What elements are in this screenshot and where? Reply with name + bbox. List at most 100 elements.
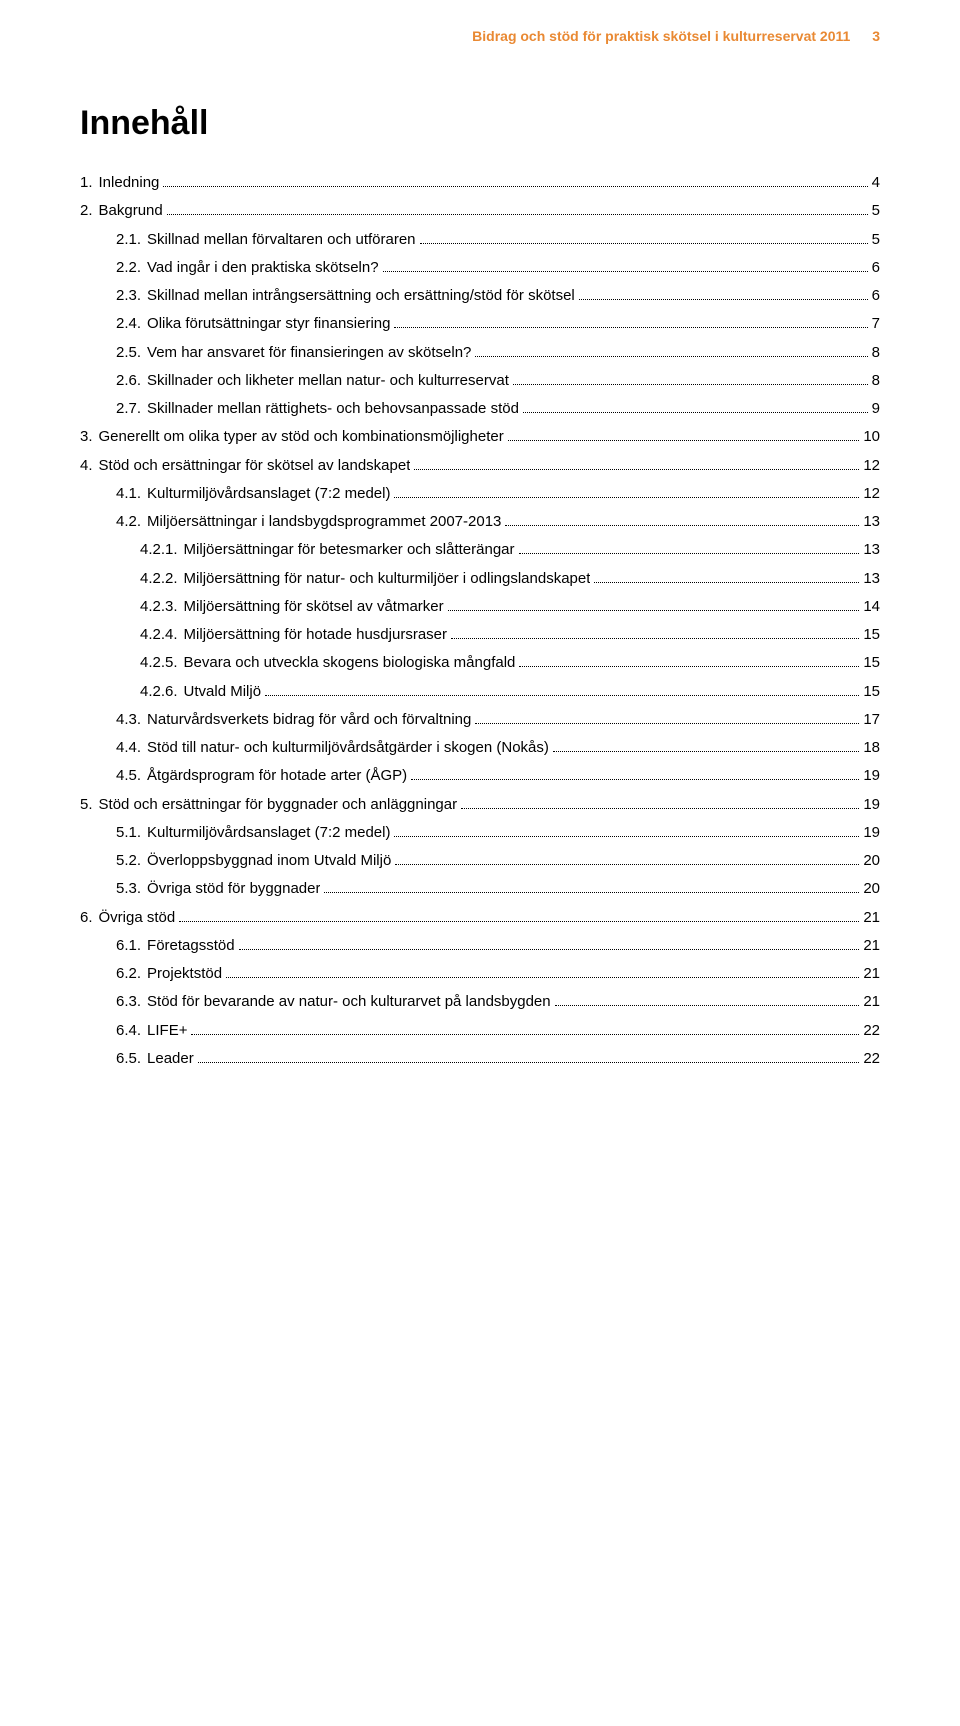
toc-leader-dots [505, 525, 859, 526]
toc-entry[interactable]: 4.5.Åtgärdsprogram för hotade arter (ÅGP… [80, 766, 880, 786]
toc-leader-dots [394, 497, 859, 498]
toc-entry-number: 4.2.2. [140, 569, 178, 589]
toc-entry-number: 2.6. [116, 371, 141, 391]
toc-entry-page: 12 [863, 456, 880, 476]
toc-entry[interactable]: 4.3.Naturvårdsverkets bidrag för vård oc… [80, 710, 880, 730]
toc-entry-number: 2.7. [116, 399, 141, 419]
toc-leader-dots [265, 695, 859, 696]
toc-entry-page: 21 [863, 964, 880, 984]
toc-leader-dots [579, 299, 868, 300]
toc-entry-label: Olika förutsättningar styr finansiering [147, 314, 390, 334]
toc-entry[interactable]: 2.3.Skillnad mellan intrångsersättning o… [80, 286, 880, 306]
running-header-title: Bidrag och stöd för praktisk skötsel i k… [472, 28, 850, 44]
toc-entry-label: Vad ingår i den praktiska skötseln? [147, 258, 379, 278]
toc-entry-label: Leader [147, 1049, 194, 1069]
toc-entry-label: Generellt om olika typer av stöd och kom… [99, 427, 504, 447]
toc-leader-dots [553, 751, 859, 752]
toc-leader-dots [461, 808, 859, 809]
toc-entry-label: Miljöersättning för hotade husdjursraser [184, 625, 447, 645]
toc-entry-page: 6 [872, 258, 880, 278]
toc-entry-number: 4.2.1. [140, 540, 178, 560]
toc-entry[interactable]: 4.4.Stöd till natur- och kulturmiljövård… [80, 738, 880, 758]
toc-entry-page: 13 [863, 540, 880, 560]
toc-entry[interactable]: 2.2.Vad ingår i den praktiska skötseln?6 [80, 258, 880, 278]
toc-entry[interactable]: 5.3.Övriga stöd för byggnader20 [80, 879, 880, 899]
toc-entry[interactable]: 4.2.1.Miljöersättningar för betesmarker … [80, 540, 880, 560]
toc-entry-label: Bevara och utveckla skogens biologiska m… [184, 653, 516, 673]
toc-entry[interactable]: 1.Inledning4 [80, 173, 880, 193]
toc-entry[interactable]: 4.1. Kulturmiljövårdsanslaget (7:2 medel)… [80, 484, 880, 504]
toc-leader-dots [451, 638, 859, 639]
toc-entry-page: 5 [872, 230, 880, 250]
toc-entry[interactable]: 4.2.5. Bevara och utveckla skogens biolog… [80, 653, 880, 673]
toc-entry-label: Inledning [99, 173, 160, 193]
toc-entry-page: 19 [863, 823, 880, 843]
toc-leader-dots [420, 243, 868, 244]
toc-leader-dots [198, 1062, 860, 1063]
toc-entry-number: 5.3. [116, 879, 141, 899]
toc-entry-number: 6.5. [116, 1049, 141, 1069]
toc-entry[interactable]: 5.2.Överloppsbyggnad inom Utvald Miljö20 [80, 851, 880, 871]
toc-entry-number: 4.2.5. [140, 653, 178, 673]
toc-entry[interactable]: 2.1.Skillnad mellan förvaltaren och utfö… [80, 230, 880, 250]
toc-entry-label: Kulturmiljövårdsanslaget (7:2 medel) [147, 484, 390, 504]
toc-leader-dots [394, 836, 859, 837]
toc-entry[interactable]: 6.Övriga stöd21 [80, 908, 880, 928]
toc-entry[interactable]: 4.2.2.Miljöersättning för natur- och kul… [80, 569, 880, 589]
toc-entry[interactable]: 2.7. Skillnader mellan rättighets- och be… [80, 399, 880, 419]
toc-entry[interactable]: 5.1.Kulturmiljövårdsanslaget (7:2 medel)… [80, 823, 880, 843]
toc-entry-page: 7 [872, 314, 880, 334]
toc-entry[interactable]: 4.2.6.Utvald Miljö15 [80, 682, 880, 702]
toc-entry[interactable]: 4.2.Miljöersättningar i landsbygdsprogra… [80, 512, 880, 532]
toc-entry-page: 13 [863, 569, 880, 589]
toc-entry-number: 2.5. [116, 343, 141, 363]
toc-leader-dots [475, 723, 859, 724]
toc-entry[interactable]: 6.4.LIFE+22 [80, 1021, 880, 1041]
toc-entry-label: Åtgärdsprogram för hotade arter (ÅGP) [147, 766, 407, 786]
toc-entry[interactable]: 6.2.Projektstöd21 [80, 964, 880, 984]
toc-entry-number: 4. [80, 456, 93, 476]
toc-entry-page: 21 [863, 992, 880, 1012]
toc-entry-page: 22 [863, 1021, 880, 1041]
toc-leader-dots [191, 1034, 859, 1035]
toc-leader-dots [395, 864, 859, 865]
toc-entry-label: Skillnader mellan rättighets- och behovs… [147, 399, 519, 419]
toc-leader-dots [163, 186, 867, 187]
toc-entry[interactable]: 4.Stöd och ersättningar för skötsel av l… [80, 456, 880, 476]
toc-leader-dots [519, 666, 859, 667]
toc-entry-number: 6.1. [116, 936, 141, 956]
toc-leader-dots [475, 356, 867, 357]
toc-entry-page: 8 [872, 343, 880, 363]
toc-entry-page: 10 [863, 427, 880, 447]
toc-entry[interactable]: 6.3.Stöd för bevarande av natur- och kul… [80, 992, 880, 1012]
toc-entry-number: 2.3. [116, 286, 141, 306]
toc-entry[interactable]: 2.Bakgrund5 [80, 201, 880, 221]
toc-entry[interactable]: 5.Stöd och ersättningar för byggnader oc… [80, 795, 880, 815]
toc-entry-label: Miljöersättning för skötsel av våtmarker [184, 597, 444, 617]
toc-entry-page: 20 [863, 879, 880, 899]
toc-entry[interactable]: 3.Generellt om olika typer av stöd och k… [80, 427, 880, 447]
toc-entry[interactable]: 2.4.Olika förutsättningar styr finansier… [80, 314, 880, 334]
toc-entry-label: Företagsstöd [147, 936, 235, 956]
toc-entry[interactable]: 4.2.4. Miljöersättning för hotade husdjur… [80, 625, 880, 645]
toc-entry-label: LIFE+ [147, 1021, 187, 1041]
toc-entry-number: 4.4. [116, 738, 141, 758]
toc-entry[interactable]: 4.2.3.Miljöersättning för skötsel av våt… [80, 597, 880, 617]
toc-leader-dots [394, 327, 867, 328]
toc-entry-page: 18 [863, 738, 880, 758]
toc-entry-page: 15 [863, 682, 880, 702]
toc-entry-number: 4.2.6. [140, 682, 178, 702]
toc-entry[interactable]: 2.5.Vem har ansvaret för finansieringen … [80, 343, 880, 363]
toc-leader-dots [414, 469, 859, 470]
toc-entry-label: Stöd och ersättningar för byggnader och … [99, 795, 458, 815]
toc-leader-dots [383, 271, 868, 272]
toc-entry-number: 4.2.4. [140, 625, 178, 645]
toc-entry[interactable]: 6.5.Leader22 [80, 1049, 880, 1069]
toc-entry-number: 4.1. [116, 484, 141, 504]
toc-entry-label: Projektstöd [147, 964, 222, 984]
toc-entry[interactable]: 2.6.Skillnader och likheter mellan natur… [80, 371, 880, 391]
toc-entry[interactable]: 6.1.Företagsstöd21 [80, 936, 880, 956]
toc-leader-dots [555, 1005, 860, 1006]
toc-entry-page: 6 [872, 286, 880, 306]
toc-entry-page: 12 [863, 484, 880, 504]
